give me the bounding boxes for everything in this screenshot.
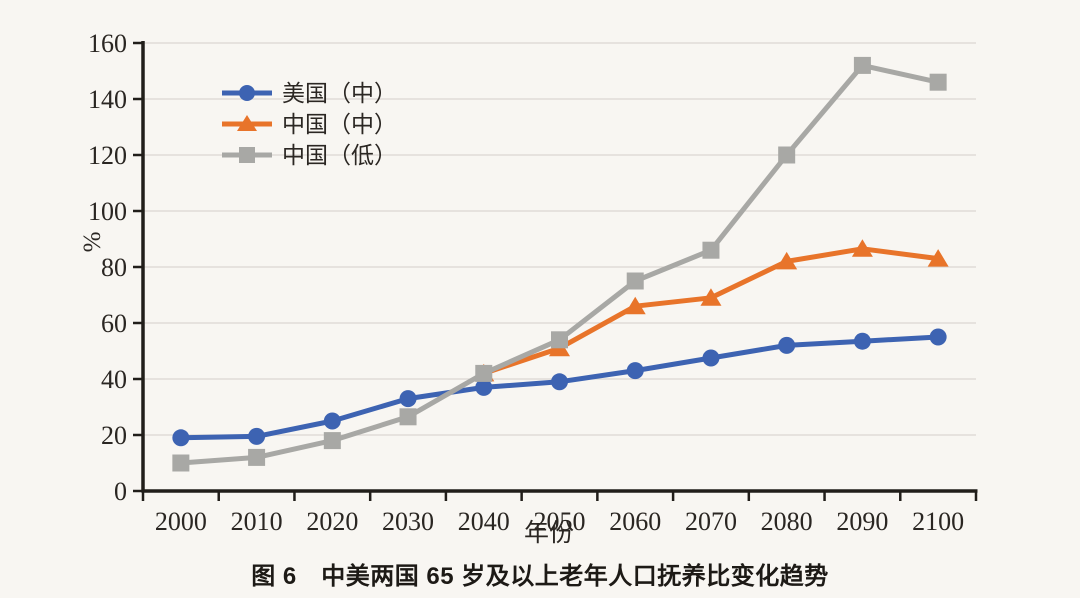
legend-label-us-medium: 美国（中）	[282, 81, 397, 106]
x-tick-label: 2040	[458, 507, 510, 536]
series-china-low-marker	[853, 56, 871, 74]
x-tick-label: 2080	[761, 507, 813, 536]
series-us-medium-marker	[475, 378, 493, 396]
series-us-medium-marker	[778, 336, 796, 354]
figure-caption: 图 6 中美两国 65 岁及以上老年人口抚养比变化趋势	[251, 563, 829, 590]
x-tick-label: 2000	[155, 507, 207, 536]
y-tick-label: 40	[101, 365, 127, 394]
series-us-medium-marker	[172, 429, 190, 447]
y-tick-label: 140	[88, 85, 127, 114]
y-tick-label: 0	[114, 477, 127, 506]
y-tick-label: 20	[101, 421, 127, 450]
series-china-low-marker	[323, 432, 341, 450]
series-china-medium-marker	[927, 249, 949, 267]
series-china-low-marker	[172, 454, 190, 472]
series-us-medium-marker	[853, 332, 871, 350]
x-tick-label: 2100	[912, 507, 964, 536]
series-us-medium-marker	[399, 390, 417, 408]
legend-triangle-marker	[237, 115, 257, 131]
x-axis-title: 年份	[524, 519, 574, 547]
series-china-low-marker	[551, 331, 568, 349]
series-china-low-marker	[399, 408, 417, 426]
legend-label-china-medium: 中国（中）	[282, 112, 397, 137]
x-tick-label: 2070	[685, 507, 737, 536]
series-china-medium-marker	[776, 251, 798, 270]
legend-circle-marker	[239, 85, 255, 101]
legend-item-us-medium: 美国（中）	[222, 81, 397, 106]
x-tick-label: 2060	[609, 507, 661, 536]
series-china-medium-marker	[851, 239, 873, 257]
y-tick-label: 100	[88, 197, 127, 226]
y-tick-label: 60	[101, 309, 127, 338]
series-china-low-marker	[626, 272, 644, 290]
y-tick-label: 120	[88, 141, 127, 170]
series-china-low-marker	[778, 146, 796, 164]
y-tick-label: 160	[88, 29, 127, 58]
legend-item-china-medium: 中国（中）	[222, 112, 397, 137]
series-us-medium-marker	[551, 373, 568, 391]
legend-item-china-low: 中国（低）	[222, 143, 397, 168]
series-china-low-marker	[475, 364, 493, 382]
x-tick-label: 2010	[231, 507, 283, 536]
series-us-medium	[172, 328, 947, 447]
series-china-low-marker	[929, 73, 947, 91]
series-us-medium-marker	[626, 362, 644, 380]
series-us-medium-marker	[323, 412, 341, 430]
series-us-medium-marker	[929, 328, 947, 346]
y-axis-title: %	[79, 232, 106, 253]
x-tick-label: 2050	[534, 507, 586, 536]
legend-label-china-low: 中国（低）	[282, 143, 397, 168]
y-tick-label: 80	[101, 253, 127, 282]
series-china-medium-marker	[700, 288, 722, 306]
series-china-medium-marker	[624, 296, 646, 315]
series-china-low-marker	[248, 448, 266, 466]
x-tick-label: 2020	[306, 507, 358, 536]
x-tick-label: 2030	[382, 507, 434, 536]
series-china-low	[172, 56, 947, 472]
x-tick-label: 2090	[836, 507, 888, 536]
series-us-medium-marker	[702, 349, 720, 367]
legend: 美国（中） 中国（中） 中国（低）	[222, 81, 397, 168]
series-china-low-marker	[702, 241, 720, 259]
series-us-medium-marker	[248, 427, 266, 445]
legend-square-marker	[239, 147, 255, 163]
